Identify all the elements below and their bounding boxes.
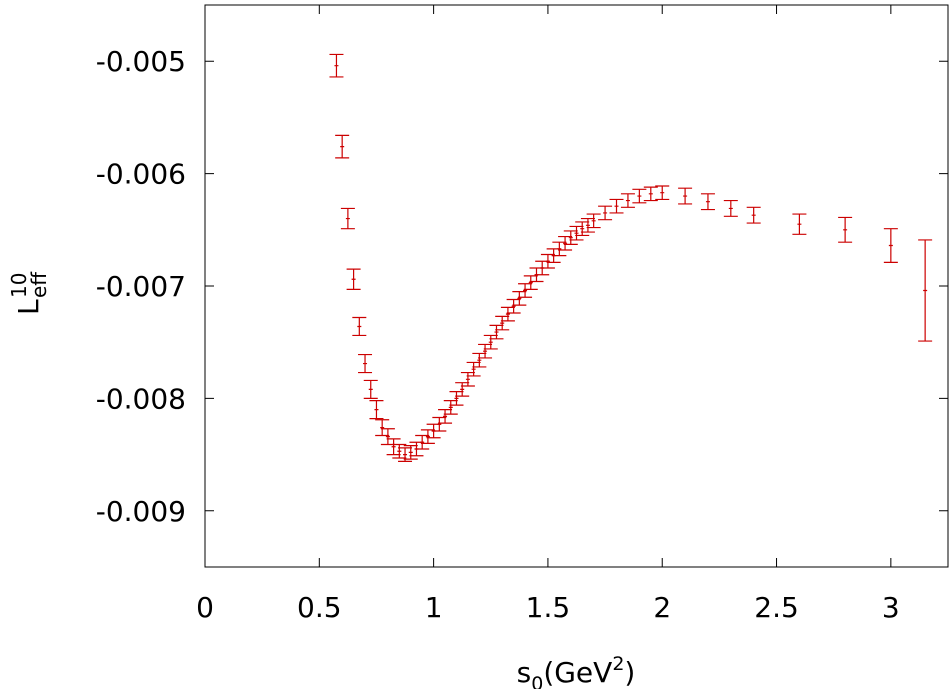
error-bar bbox=[386, 438, 401, 456]
x-label-sub: 0 bbox=[531, 673, 543, 689]
error-bar bbox=[746, 206, 761, 224]
y-label-sup: 10 bbox=[7, 273, 31, 298]
error-bar bbox=[489, 324, 504, 340]
error-bar bbox=[918, 239, 933, 342]
error-bar bbox=[403, 445, 418, 460]
error-bar bbox=[580, 217, 595, 233]
error-bar bbox=[363, 379, 378, 399]
error-bar bbox=[838, 216, 853, 243]
x-tick-label: 1 bbox=[425, 591, 443, 624]
y-tick-label: -0.007 bbox=[96, 270, 186, 303]
x-tick-label: 3 bbox=[882, 591, 900, 624]
error-bar bbox=[369, 400, 384, 420]
error-bar bbox=[472, 352, 487, 368]
error-bar bbox=[586, 213, 601, 229]
error-bar bbox=[598, 205, 613, 221]
error-bar bbox=[478, 343, 493, 359]
error-bar bbox=[540, 253, 555, 269]
error-bar bbox=[655, 185, 670, 201]
error-bar bbox=[375, 419, 390, 437]
error-bar bbox=[563, 230, 578, 246]
y-tick-label: -0.009 bbox=[96, 495, 186, 528]
error-bar bbox=[518, 283, 533, 298]
error-bar bbox=[346, 268, 361, 290]
error-bar bbox=[483, 334, 498, 350]
x-tick-label: 0.5 bbox=[297, 591, 342, 624]
error-bar bbox=[609, 198, 624, 214]
error-bar bbox=[569, 225, 584, 241]
error-bar bbox=[443, 400, 458, 415]
error-bar bbox=[449, 391, 464, 406]
error-bar bbox=[358, 353, 373, 374]
error-bar bbox=[495, 315, 510, 331]
error-bar bbox=[380, 428, 395, 446]
error-bar bbox=[455, 382, 470, 397]
plot-frame bbox=[204, 4, 949, 568]
error-bar bbox=[678, 187, 693, 205]
x-label-end: ) bbox=[624, 656, 635, 689]
error-bar bbox=[460, 371, 475, 387]
error-bar bbox=[415, 434, 430, 450]
y-label-base: L bbox=[12, 299, 45, 315]
error-bar bbox=[398, 447, 413, 462]
error-bar bbox=[575, 221, 590, 237]
error-bar bbox=[438, 409, 453, 424]
error-bar bbox=[620, 193, 635, 208]
error-bar bbox=[632, 188, 647, 204]
error-bar bbox=[552, 241, 567, 257]
error-bar bbox=[700, 193, 715, 211]
error-bar bbox=[432, 416, 447, 432]
error-bar bbox=[329, 53, 344, 78]
y-tick-label: -0.006 bbox=[96, 158, 186, 191]
x-label-base: s bbox=[517, 656, 532, 689]
error-bar bbox=[883, 228, 898, 263]
error-bar bbox=[558, 235, 573, 251]
x-tick-label: 0 bbox=[196, 591, 214, 624]
y-axis-label: L eff 10 bbox=[7, 271, 51, 315]
error-bar bbox=[723, 199, 738, 217]
y-tick-label: -0.008 bbox=[96, 382, 186, 415]
error-bar bbox=[335, 134, 350, 159]
error-bar bbox=[643, 186, 658, 202]
y-tick-label: -0.005 bbox=[96, 45, 186, 78]
y-label-sub: eff bbox=[27, 271, 51, 298]
error-bar bbox=[340, 207, 355, 230]
error-bar bbox=[500, 306, 515, 322]
error-bar bbox=[792, 213, 807, 235]
x-tick-label: 2 bbox=[653, 591, 671, 624]
x-tick-label: 2.5 bbox=[754, 591, 799, 624]
error-bar bbox=[506, 298, 521, 314]
x-tick-label: 1.5 bbox=[526, 591, 571, 624]
error-bar bbox=[420, 429, 435, 444]
x-label-sup: 2 bbox=[612, 653, 624, 675]
error-bar bbox=[466, 361, 481, 377]
error-bar bbox=[523, 275, 538, 290]
error-bar bbox=[392, 443, 407, 459]
error-bar bbox=[352, 316, 367, 337]
x-label-mid: (GeV bbox=[543, 656, 612, 689]
x-axis-label: s0(GeV2) bbox=[517, 653, 636, 689]
error-bar bbox=[512, 291, 527, 306]
